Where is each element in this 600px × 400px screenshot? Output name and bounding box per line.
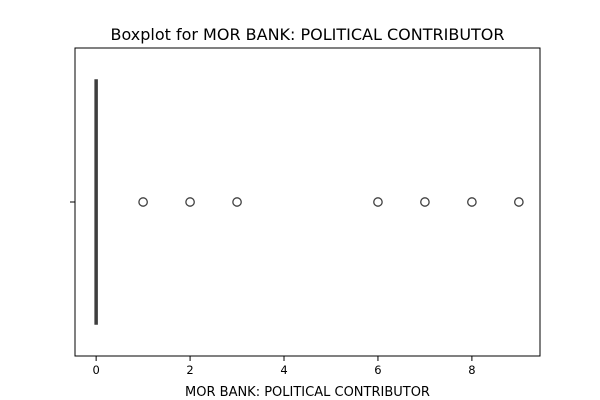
outlier-point <box>373 197 383 207</box>
x-tick-label: 8 <box>468 363 475 377</box>
x-tick-label: 6 <box>374 363 381 377</box>
chart-title: Boxplot for MOR BANK: POLITICAL CONTRIBU… <box>110 25 504 44</box>
x-tick-label: 4 <box>280 363 287 377</box>
x-axis-label: MOR BANK: POLITICAL CONTRIBUTOR <box>185 385 430 400</box>
axes-frame <box>74 47 541 357</box>
plot-area <box>94 79 524 325</box>
outlier-point <box>232 197 242 207</box>
x-tick-label: 2 <box>186 363 193 377</box>
outlier-point <box>467 197 477 207</box>
x-axis: 0 2 4 6 8 <box>92 356 476 377</box>
outlier-point <box>185 197 195 207</box>
x-tick-label: 0 <box>92 363 99 377</box>
outlier-point <box>420 197 430 207</box>
outlier-point <box>514 197 524 207</box>
outlier-point <box>138 197 148 207</box>
